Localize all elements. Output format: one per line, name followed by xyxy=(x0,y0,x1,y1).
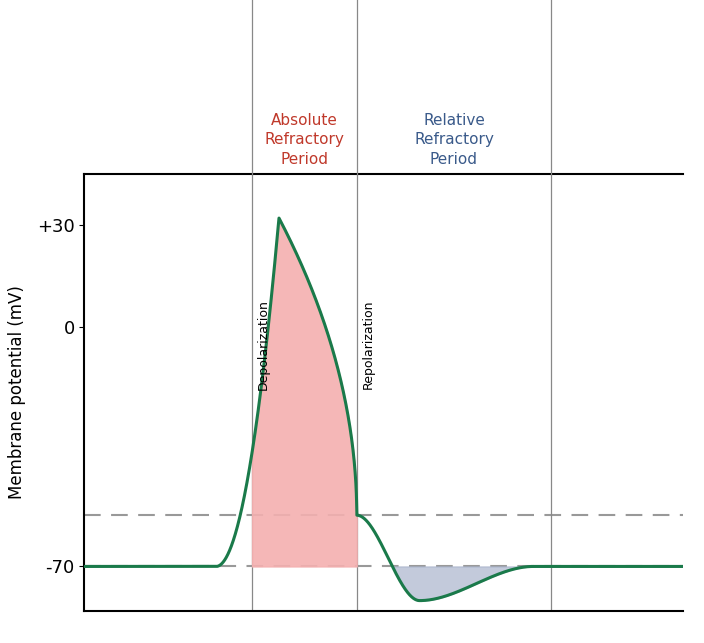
Text: Repolarization: Repolarization xyxy=(362,300,375,389)
Text: Absolute
Refractory
Period: Absolute Refractory Period xyxy=(265,113,344,167)
Y-axis label: Membrane potential (mV): Membrane potential (mV) xyxy=(8,285,26,499)
Text: Depolarization: Depolarization xyxy=(257,299,270,390)
Text: Relative
Refractory
Period: Relative Refractory Period xyxy=(414,113,494,167)
